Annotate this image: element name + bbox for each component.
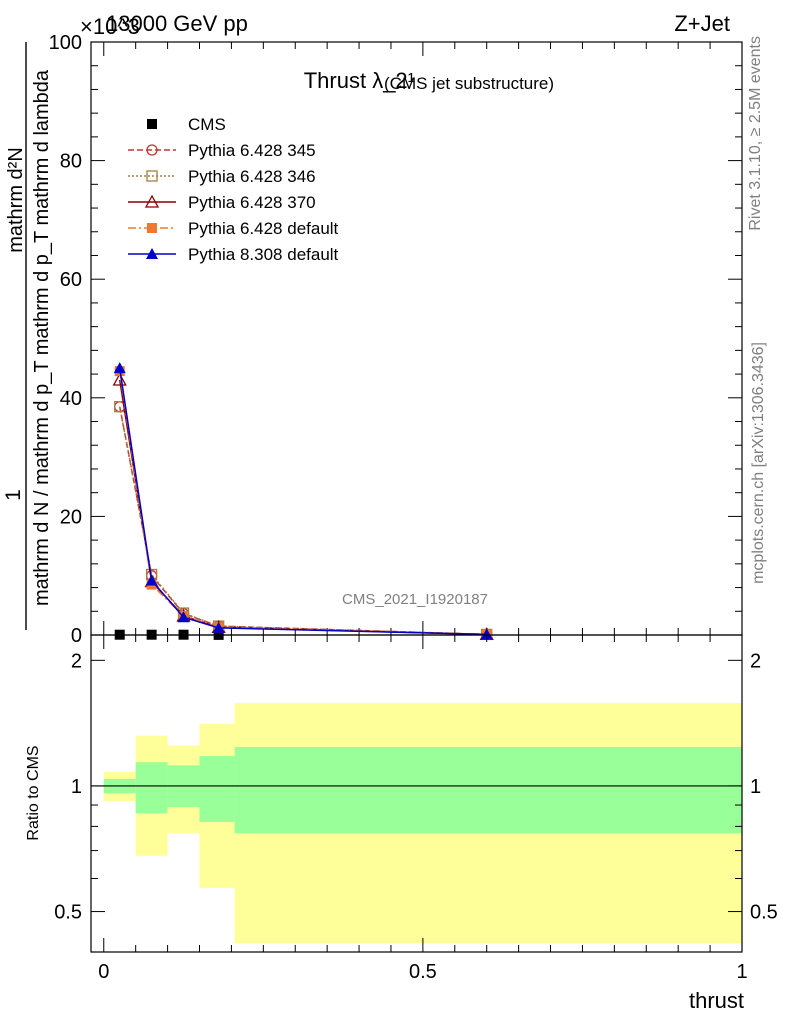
- ratio-ytick-label-right: 1: [750, 776, 761, 798]
- legend-entry: Pythia 6.428 346: [128, 167, 316, 186]
- legend-marker: [147, 223, 157, 233]
- ylabel-numerator-2: mathrm d²N: [5, 147, 27, 253]
- legend-label: Pythia 6.428 346: [188, 167, 316, 186]
- stat-uncertainty-band: [234, 746, 742, 834]
- legend-label: Pythia 6.428 345: [188, 141, 316, 160]
- legend-label: Pythia 6.428 default: [188, 219, 339, 238]
- stat-uncertainty-band: [135, 762, 168, 814]
- main-ytick-label: 0: [71, 625, 82, 647]
- main-ytick-label: 60: [60, 269, 82, 291]
- process-label: Z+Jet: [674, 11, 730, 36]
- data-point: [212, 621, 225, 633]
- mcplots-text: mcplots.cern.ch [arXiv:1306.3436]: [750, 342, 767, 584]
- legend-label: Pythia 6.428 370: [188, 193, 316, 212]
- chart-subtitle: (CMS jet substructure): [384, 74, 554, 93]
- main-ytick-labels: 0 20 40 60 80 100: [49, 32, 82, 647]
- legend: CMS Pythia 6.428 345 Pythia 6.428 346 Pythi…: [128, 115, 339, 264]
- legend-marker: [144, 194, 160, 208]
- rivet-text: Rivet 3.1.10, ≥ 2.5M events: [747, 36, 764, 231]
- legend-marker: [146, 144, 158, 156]
- data-point: [145, 574, 158, 586]
- ratio-ytick-label-right: 0.5: [750, 902, 778, 924]
- ratio-ytick-label-left: 1: [71, 776, 82, 798]
- main-ytick-label: 80: [60, 151, 82, 173]
- legend-marker: [146, 170, 158, 182]
- xtick-label: 0: [98, 961, 109, 983]
- ylabel-numerator-1: 1: [2, 489, 25, 501]
- main-ytick-label: 100: [49, 32, 82, 54]
- main-ytick-label: 40: [60, 388, 82, 410]
- legend-entry: Pythia 8.308 default: [128, 245, 339, 264]
- stat-uncertainty-band: [199, 755, 235, 822]
- xtick-label: 0.5: [409, 961, 437, 983]
- ratio-axis-ticks: [91, 635, 743, 952]
- data-point: [480, 628, 493, 640]
- ratio-ylabel: Ratio to CMS: [25, 745, 42, 840]
- chart-title: Thrust λ_2¹: [304, 68, 415, 93]
- analysis-watermark: CMS_2021_I1920187: [342, 591, 488, 608]
- data-point: [113, 362, 126, 374]
- ratio-ytick-label-right: 2: [750, 650, 761, 672]
- data-point: [177, 611, 190, 623]
- ratio-tick-labels: 0.5 0.5 1 1 2 2 0 0.5 1: [54, 650, 778, 983]
- energy-label: 13000 GeV pp: [106, 11, 248, 36]
- legend-entry: CMS: [147, 115, 226, 134]
- legend-label: CMS: [188, 115, 226, 134]
- exponent-label: ×10^3: [80, 14, 140, 39]
- legend-entry: Pythia 6.428 default: [128, 219, 339, 238]
- xtick-label: 1: [736, 961, 747, 983]
- legend-marker: [146, 248, 158, 259]
- ratio-bands: [103, 703, 742, 944]
- series-5: [113, 362, 493, 640]
- ratio-panel-frame: [90, 634, 743, 953]
- legend-entry: Pythia 6.428 370: [128, 193, 316, 212]
- x-axis-label: thrust: [689, 988, 744, 1013]
- legend-entry: Pythia 6.428 345: [128, 141, 316, 160]
- main-ylabel: 1 mathrm d²N mathrm d N / mathrm d p_T m…: [2, 42, 53, 630]
- ylabel-denominator: mathrm d N / mathrm d p_T mathrm d p_T m…: [31, 69, 53, 606]
- main-ytick-label: 20: [60, 506, 82, 528]
- legend-marker: [147, 119, 157, 129]
- ratio-ytick-label-left: 0.5: [54, 902, 82, 924]
- ratio-ytick-label-left: 2: [71, 650, 82, 672]
- data-point: [112, 372, 127, 386]
- legend-label: Pythia 8.308 default: [188, 245, 339, 264]
